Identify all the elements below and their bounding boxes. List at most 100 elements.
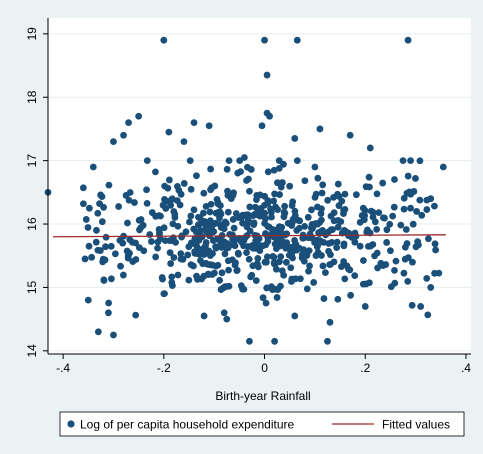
- scatter-point: [190, 206, 198, 214]
- scatter-point: [334, 223, 342, 231]
- scatter-point: [251, 210, 259, 218]
- scatter-point: [276, 191, 284, 198]
- scatter-point: [135, 244, 143, 252]
- scatter-point: [187, 185, 195, 193]
- scatter-point: [110, 138, 117, 146]
- scatter-point: [179, 255, 187, 263]
- scatter-point: [341, 275, 349, 283]
- scatter-point: [325, 240, 333, 247]
- scatter-point: [312, 220, 319, 227]
- scatter-point: [161, 290, 168, 298]
- scatter-point: [310, 279, 318, 286]
- scatter-point: [178, 233, 185, 241]
- scatter-point: [186, 157, 194, 165]
- scatter-point: [166, 249, 174, 257]
- scatter-point: [390, 203, 398, 211]
- scatter-point: [212, 219, 220, 227]
- scatter-point: [136, 226, 143, 234]
- scatter-point: [237, 282, 245, 290]
- scatter-point: [218, 269, 226, 277]
- scatter-point: [254, 263, 262, 271]
- scatter-point: [201, 217, 208, 225]
- scatter-point: [137, 216, 145, 223]
- scatter-point: [276, 241, 284, 249]
- scatter-point: [324, 196, 332, 204]
- scatter-point: [254, 254, 262, 262]
- scatter-point: [291, 135, 299, 142]
- scatter-point: [180, 138, 188, 146]
- scatter-point: [341, 190, 349, 198]
- scatter-point: [188, 240, 196, 247]
- scatter-point: [259, 294, 267, 302]
- scatter-point: [264, 168, 272, 176]
- scatter-point: [243, 177, 250, 184]
- scatter-point: [335, 193, 343, 200]
- scatter-point: [173, 197, 181, 205]
- scatter-point: [172, 238, 180, 246]
- scatter-point: [338, 263, 345, 271]
- x-tick-label: -.4: [56, 361, 70, 375]
- scatter-point: [375, 209, 383, 217]
- scatter-point: [324, 337, 331, 345]
- legend-label-fitted: Fitted values: [382, 418, 450, 432]
- scatter-point: [413, 208, 420, 215]
- scatter-point: [264, 238, 272, 245]
- scatter-point: [115, 203, 123, 210]
- scatter-point: [168, 273, 176, 281]
- scatter-point: [418, 211, 426, 219]
- scatter-point: [266, 112, 273, 120]
- scatter-point: [417, 303, 425, 310]
- scatter-point: [186, 218, 193, 226]
- scatter-point: [282, 258, 290, 266]
- scatter-point: [200, 189, 208, 197]
- scatter-point: [366, 144, 374, 152]
- scatter-point: [195, 236, 203, 244]
- scatter-point: [165, 176, 173, 184]
- scatter-point: [167, 201, 175, 209]
- scatter-point: [135, 112, 143, 120]
- scatter-point: [294, 216, 302, 224]
- scatter-point: [116, 236, 124, 244]
- scatter-point: [325, 228, 332, 236]
- scatter-point: [293, 227, 301, 234]
- scatter-point: [362, 280, 370, 288]
- scatter-point: [185, 276, 193, 284]
- scatter-point: [250, 221, 258, 228]
- x-tick-label: -.2: [157, 361, 171, 375]
- scatter-point: [100, 277, 108, 284]
- y-tick-label: 19: [25, 27, 39, 41]
- scatter-point: [223, 315, 231, 323]
- scatter-point: [193, 272, 200, 280]
- scatter-point: [320, 295, 328, 302]
- scatter-point: [126, 189, 134, 196]
- scatter-point: [174, 182, 181, 190]
- y-tick-label: 18: [25, 90, 39, 104]
- scatter-point: [98, 218, 106, 226]
- scatter-point: [84, 224, 92, 231]
- scatter-point: [79, 184, 87, 192]
- scatter-point: [161, 237, 169, 245]
- scatter-point: [202, 225, 210, 233]
- scatter-point: [346, 131, 354, 139]
- scatter-point: [414, 238, 422, 246]
- scatter-point: [225, 157, 233, 165]
- scatter-point: [373, 225, 381, 233]
- scatter-point: [293, 36, 301, 44]
- scatter-point: [435, 269, 443, 277]
- scatter-point: [409, 258, 416, 266]
- scatter-point: [296, 244, 303, 252]
- scatter-point: [340, 206, 348, 214]
- scatter-point: [271, 337, 279, 345]
- scatter-point: [225, 266, 232, 274]
- scatter-point: [287, 247, 295, 254]
- scatter-point: [270, 259, 278, 267]
- scatter-point: [316, 125, 324, 133]
- scatter-point: [325, 247, 332, 255]
- scatter-point: [280, 271, 288, 279]
- scatter-point: [326, 261, 334, 269]
- scatter-point: [200, 272, 208, 280]
- scatter-point: [243, 220, 251, 227]
- scatter-point: [391, 176, 398, 183]
- scatter-point: [383, 226, 391, 234]
- scatter-point: [263, 284, 271, 292]
